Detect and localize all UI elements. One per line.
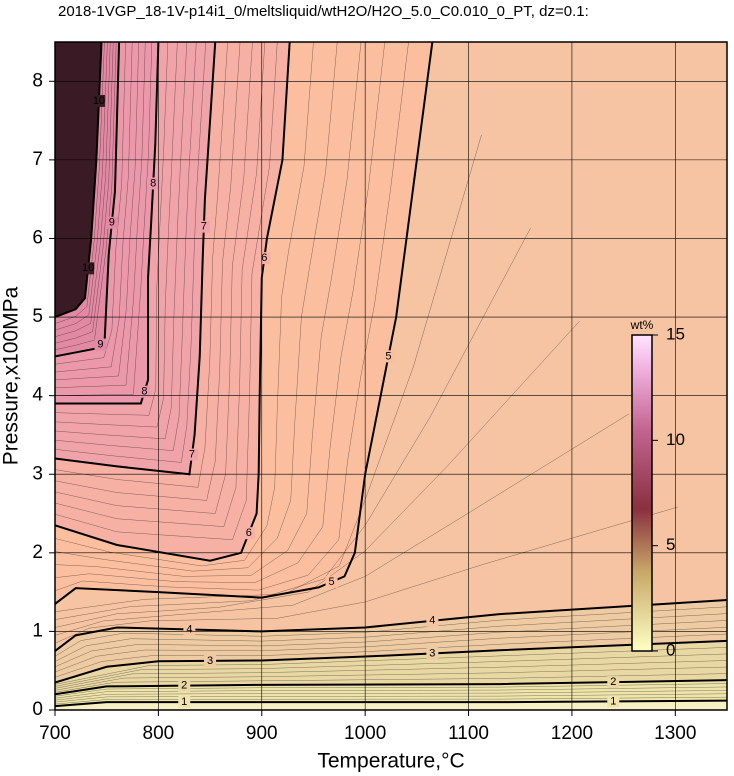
contour-label: 1 <box>610 695 616 707</box>
contour-label-bg <box>607 695 620 708</box>
plot-area: 1 1 2 2 3 3 4 4 5 5 6 6 7 7 8 8 9 9 10 10 <box>55 42 727 710</box>
minor-contour <box>55 42 117 350</box>
y-tick-label: 0 <box>32 699 43 720</box>
minor-contour <box>55 42 206 463</box>
minor-contour <box>55 42 228 488</box>
contour-label-bg <box>94 338 107 351</box>
contour-label: 10 <box>82 262 94 274</box>
contour-label-bg <box>197 220 210 233</box>
x-tick-label: 1100 <box>448 723 489 744</box>
minor-contour <box>55 42 278 540</box>
minor-contour <box>55 42 253 514</box>
contour-line <box>55 42 160 405</box>
minor-contour <box>55 42 178 428</box>
contour-label: 4 <box>186 623 192 635</box>
contour-label-bg <box>178 679 191 692</box>
contour-label: 10 <box>93 95 105 107</box>
contour-label: 5 <box>385 350 391 362</box>
contour-label-bg <box>258 252 271 265</box>
minor-contour <box>55 320 580 628</box>
minor-contour <box>55 42 385 583</box>
contour-label: 6 <box>246 527 252 539</box>
minor-contour <box>55 42 126 365</box>
minor-contour <box>55 42 133 373</box>
y-tick-label: 5 <box>32 306 43 327</box>
minor-contour <box>55 42 169 416</box>
y-axis-label: Pressure,x100MPa <box>0 286 23 465</box>
y-tick-label: 8 <box>32 70 43 91</box>
contour-label-bg <box>607 676 620 689</box>
contour-label-bg <box>242 527 255 540</box>
minor-contour <box>55 506 678 644</box>
contour-label: 5 <box>328 576 334 588</box>
contour-label: 6 <box>261 252 267 264</box>
y-tick-label: 4 <box>32 385 43 406</box>
contour-label-bg <box>204 654 217 667</box>
minor-contour <box>55 42 314 567</box>
y-tick-label: 6 <box>32 227 43 248</box>
minor-contour <box>55 42 114 344</box>
colorbar-label: wt% <box>630 318 654 332</box>
contour-label: 2 <box>610 676 616 688</box>
contour-label: 1 <box>181 696 187 708</box>
contour-label: 9 <box>97 338 103 350</box>
minor-contour <box>55 42 241 501</box>
minor-contour <box>55 42 111 337</box>
minor-contour <box>55 42 139 381</box>
minor-contour <box>55 42 188 440</box>
contour-label-bg <box>92 94 105 107</box>
colorbar-tick-label: 10 <box>666 430 685 449</box>
contour-label-bg <box>426 647 439 660</box>
chart-title: 2018-1VGP_18-1V-p14i1_0/meltsliquid/wtH2… <box>58 3 589 20</box>
minor-contour <box>55 134 482 612</box>
contour-label: 8 <box>150 177 156 189</box>
contour-label: 8 <box>141 386 147 398</box>
contour-label: 7 <box>189 448 195 460</box>
minor-contour <box>55 42 409 591</box>
contour-label: 2 <box>181 680 187 692</box>
overlay: 700 800 900 1000 1100 1200 1300012345678wt%051… <box>32 41 728 744</box>
minor-contour <box>55 42 362 577</box>
contour-label-bg <box>147 177 160 190</box>
contour-label-bg <box>185 448 198 461</box>
y-tick-label: 7 <box>32 149 43 170</box>
colorbar-tick-label: 15 <box>666 324 685 343</box>
minor-contour <box>55 413 629 636</box>
colorbar <box>631 334 653 652</box>
contour-label: 7 <box>201 221 207 233</box>
contour-label: 3 <box>207 655 213 667</box>
contour-label-bg <box>105 216 118 229</box>
contour-line <box>55 42 434 605</box>
contour-label-bg <box>178 696 191 709</box>
minor-contour <box>55 42 338 572</box>
minor-contour <box>55 42 266 527</box>
contour-label-bg <box>426 614 439 627</box>
y-tick-label: 2 <box>32 542 43 563</box>
contour-label-bg <box>138 385 151 398</box>
minor-contour <box>55 42 108 331</box>
colorbar-tick-label: 0 <box>666 640 675 659</box>
colorbar-tick-label: 5 <box>666 535 675 554</box>
contour-label-bg <box>183 623 196 636</box>
x-tick-label: 1000 <box>344 723 386 744</box>
minor-contour <box>55 42 153 396</box>
x-axis-label: Temperature,°C <box>317 750 464 773</box>
contour-label-bg <box>325 575 338 588</box>
y-tick-label: 1 <box>32 620 43 641</box>
contour-label-bg <box>82 262 95 275</box>
minor-contour <box>55 42 197 451</box>
x-tick-label: 1200 <box>551 723 593 744</box>
x-tick-label: 800 <box>143 723 175 744</box>
contour-label: 9 <box>109 217 115 229</box>
x-tick-label: 900 <box>246 723 278 744</box>
minor-contour <box>55 227 531 620</box>
plot-frame <box>54 41 728 711</box>
y-tick-label: 3 <box>32 463 43 484</box>
contour-label-bg <box>382 350 395 363</box>
contour-label: 3 <box>429 647 435 659</box>
x-tick-label: 700 <box>39 723 71 744</box>
x-tick-label: 1300 <box>654 723 696 744</box>
contour-label: 4 <box>429 615 435 627</box>
